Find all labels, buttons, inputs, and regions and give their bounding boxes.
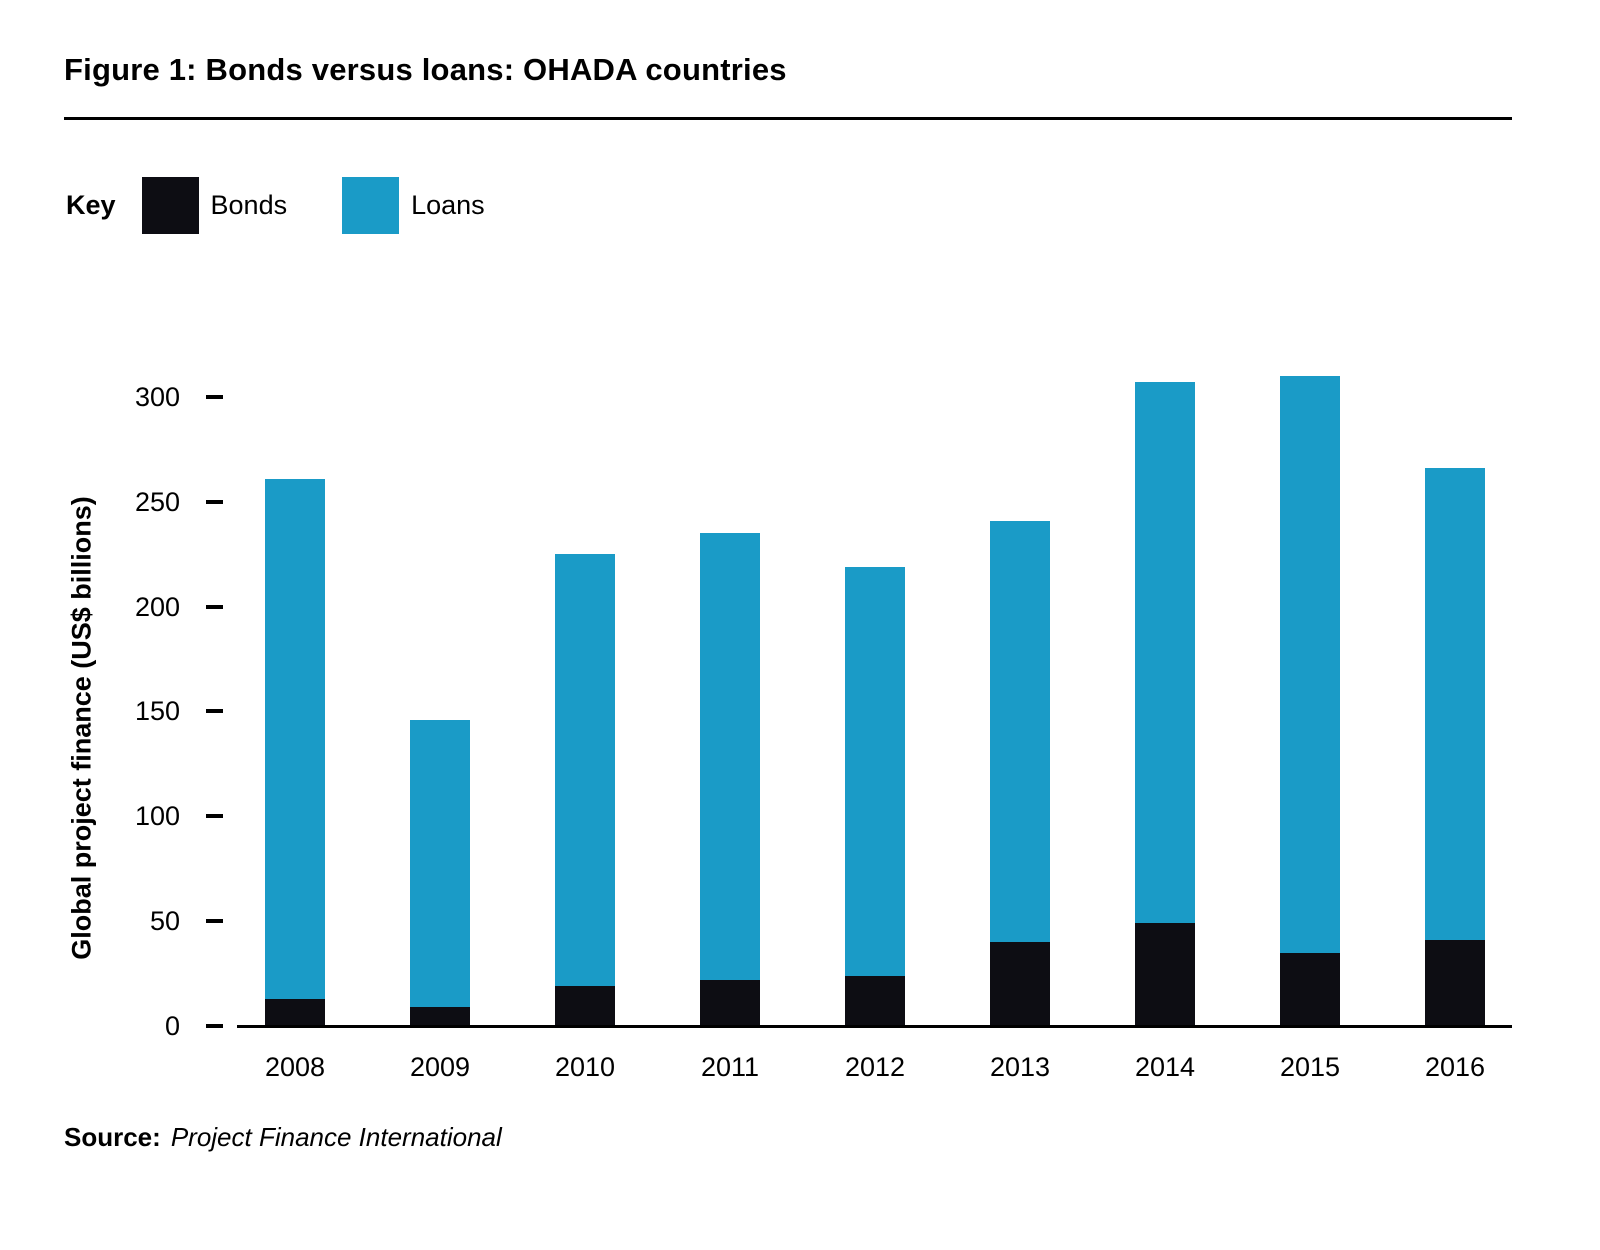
x-axis-line: [237, 1025, 1512, 1028]
bar-segment-loans-2014: [1135, 382, 1195, 924]
figure-title: Figure 1: Bonds versus loans: OHADA coun…: [64, 52, 787, 87]
y-tick-mark: [206, 604, 223, 609]
y-tick-label: 100: [134, 801, 180, 832]
x-tick-label-2014: 2014: [1134, 1052, 1196, 1082]
bar-2012: [845, 355, 905, 1026]
y-tick-mark: [206, 814, 223, 819]
x-tick-label-2015: 2015: [1279, 1052, 1341, 1082]
y-tick-label: 50: [149, 906, 180, 937]
bar-segment-bonds-2011: [700, 979, 760, 1026]
x-tick-label-2010: 2010: [554, 1052, 616, 1082]
x-tick-label-2009: 2009: [409, 1052, 471, 1082]
bar-segment-bonds-2010: [555, 986, 615, 1026]
y-tick-label: 0: [164, 1011, 180, 1041]
bar-2015: [1280, 355, 1340, 1026]
x-tick-label-2013: 2013: [989, 1052, 1051, 1082]
legend-item-bonds: Bonds: [141, 176, 343, 234]
y-tick-mark: [206, 1024, 223, 1028]
x-tick-label-2012: 2012: [844, 1052, 906, 1082]
bar-segment-bonds-2009: [410, 1007, 470, 1026]
bar-2014: [1135, 355, 1195, 1026]
bar-2011: [700, 355, 760, 1026]
bar-segment-bonds-2014: [1135, 923, 1195, 1026]
bar-2013: [990, 355, 1050, 1026]
bar-2008: [265, 355, 325, 1026]
source-label: Source:: [64, 1122, 161, 1152]
bar-segment-loans-2011: [700, 533, 760, 980]
legend-label-bonds: Bonds: [210, 189, 288, 220]
bar-segment-loans-2012: [845, 566, 905, 976]
legend-swatch-loans: [342, 176, 400, 234]
title-rule: [64, 117, 1512, 120]
x-tick-label-2011: 2011: [700, 1052, 760, 1082]
bar-segment-loans-2009: [410, 719, 470, 1008]
x-axis-labels: 2008 2009 2010 2011 2012 2013 2014 2015 2016: [240, 1052, 1512, 1092]
y-tick-mark: [206, 709, 223, 714]
bar-segment-loans-2013: [990, 520, 1050, 943]
bar-segment-loans-2010: [555, 554, 615, 987]
y-tick-label: 250: [134, 486, 180, 517]
y-tick-label: 200: [134, 591, 180, 622]
bar-segment-bonds-2015: [1280, 952, 1340, 1026]
x-tick-label-2008: 2008: [264, 1052, 326, 1082]
bar-segment-bonds-2013: [990, 942, 1050, 1026]
legend: Key Bonds Loans: [66, 176, 540, 234]
y-tick-mark: [206, 394, 223, 399]
legend-item-loans: Loans: [342, 176, 540, 234]
y-tick-mark: [206, 919, 223, 924]
bar-segment-loans-2016: [1425, 468, 1485, 941]
bar-segment-loans-2008: [265, 478, 325, 999]
x-tick-label-2016: 2016: [1424, 1052, 1486, 1082]
y-tick-label: 300: [134, 381, 180, 412]
source-text: Project Finance International: [170, 1122, 502, 1152]
bar-2010: [555, 355, 615, 1026]
y-axis: 0 50 100 150 200 250 300: [0, 355, 240, 1041]
bar-segment-bonds-2012: [845, 975, 905, 1026]
y-tick-label: 150: [134, 696, 180, 727]
plot-area: [240, 355, 1512, 1026]
legend-swatch-bonds: [141, 176, 199, 234]
bar-2016: [1425, 355, 1485, 1026]
bar-2009: [410, 355, 470, 1026]
bar-segment-loans-2015: [1280, 375, 1340, 953]
bar-segment-bonds-2016: [1425, 940, 1485, 1026]
source-line: Source: Project Finance International: [64, 1122, 502, 1153]
y-tick-mark: [206, 499, 223, 504]
bar-segment-bonds-2008: [265, 998, 325, 1026]
legend-key-label: Key: [66, 189, 116, 220]
legend-label-loans: Loans: [411, 189, 485, 220]
